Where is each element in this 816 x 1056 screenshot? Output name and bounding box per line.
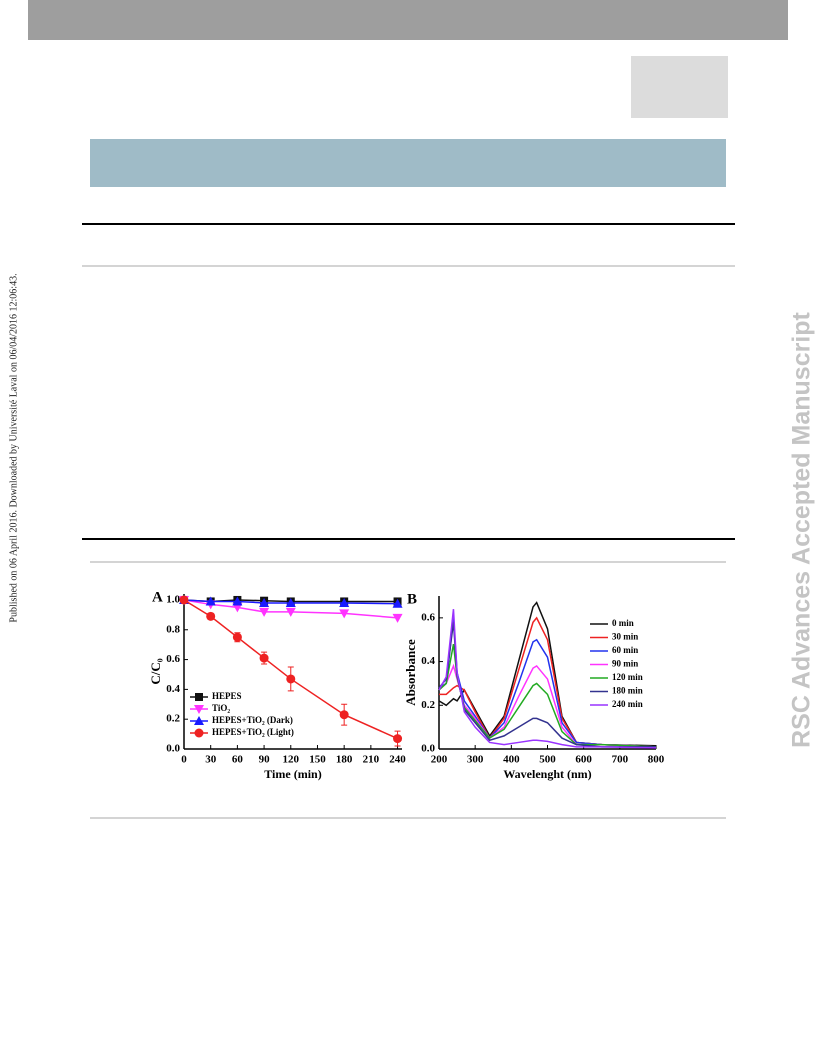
marker	[286, 674, 296, 684]
marker	[285, 607, 296, 617]
x-tick-label: 60	[232, 754, 244, 766]
y-tick-label: 0.2	[166, 713, 180, 725]
x-tick-label: 200	[431, 754, 448, 766]
marker	[339, 597, 350, 607]
x-tick-label: 600	[575, 754, 592, 766]
legend-marker	[194, 716, 204, 725]
x-tick-label: 240	[389, 754, 406, 766]
x-axis-label: Time (min)	[264, 767, 321, 781]
marker	[392, 613, 403, 623]
y-tick-label: 0.2	[421, 699, 435, 711]
marker	[206, 611, 216, 621]
marker	[205, 596, 216, 606]
watermark: RSC Advances Accepted Manuscript	[788, 311, 816, 747]
x-tick-label: 800	[648, 754, 665, 766]
marker	[259, 653, 269, 663]
legend-marker	[194, 705, 204, 714]
x-tick-label: 400	[503, 754, 520, 766]
legend-label: HEPES+TiO₂ (Dark)	[212, 715, 293, 725]
y-tick-label: 0.6	[421, 611, 435, 623]
y-tick-label: 0.8	[166, 623, 180, 635]
legend-label: HEPES+TiO₂ (Light)	[212, 727, 294, 737]
side-note: Published on 06 April 2016. Downloaded b…	[8, 273, 19, 622]
marker	[232, 596, 243, 606]
x-tick-label: 0	[181, 754, 187, 766]
marker	[339, 609, 350, 619]
x-axis-label: Wavelenght (nm)	[503, 767, 591, 781]
legend-label: 120 min	[612, 672, 643, 682]
legend-label: HEPES	[212, 691, 242, 701]
x-tick-label: 120	[283, 754, 300, 766]
marker	[259, 607, 270, 617]
marker	[339, 710, 349, 720]
legend-marker	[195, 693, 203, 701]
x-tick-label: 300	[467, 754, 484, 766]
marker	[232, 603, 243, 613]
y-tick-label: 0.0	[421, 743, 435, 755]
title-box	[90, 139, 726, 187]
x-tick-label: 150	[309, 754, 326, 766]
logo-box	[631, 56, 728, 118]
y-tick-label: 1.0	[166, 593, 180, 605]
legend-label: 90 min	[612, 659, 638, 669]
legend-label: 180 min	[612, 686, 643, 696]
series-line	[438, 609, 657, 749]
y-tick-label: 0.0	[166, 743, 180, 755]
marker	[393, 734, 403, 744]
x-tick-label: 30	[205, 754, 217, 766]
legend-label: 240 min	[612, 699, 643, 709]
legend-marker	[194, 728, 204, 738]
x-tick-label: 180	[336, 754, 353, 766]
marker	[259, 597, 270, 607]
marker	[392, 598, 403, 608]
x-tick-label: 700	[612, 754, 629, 766]
header-bar	[28, 0, 788, 40]
legend-label: 0 min	[612, 618, 634, 628]
x-tick-label: 90	[259, 754, 271, 766]
marker	[179, 595, 189, 605]
series-line	[438, 663, 657, 748]
x-tick-label: 500	[539, 754, 556, 766]
panel-label: A	[152, 589, 163, 605]
series-line	[438, 643, 657, 748]
legend-label: TiO₂	[212, 703, 230, 713]
y-tick-label: 0.4	[166, 683, 180, 695]
panel-label: B	[407, 591, 417, 607]
y-axis-label: C/C₀	[148, 658, 163, 684]
y-tick-label: 0.4	[421, 655, 435, 667]
legend-label: 30 min	[612, 632, 638, 642]
y-tick-label: 0.6	[166, 653, 180, 665]
marker	[232, 632, 242, 642]
x-tick-label: 210	[363, 754, 380, 766]
marker	[285, 597, 296, 607]
legend-label: 60 min	[612, 645, 638, 655]
y-axis-label: Absorbance	[403, 639, 418, 706]
series-line	[439, 616, 657, 748]
